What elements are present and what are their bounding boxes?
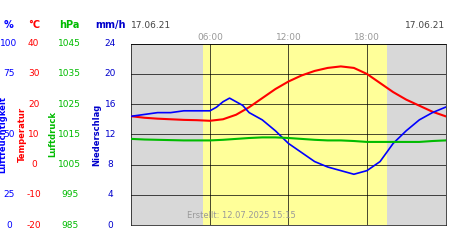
Text: 12: 12 <box>104 130 116 139</box>
Text: 20: 20 <box>104 70 116 78</box>
Text: 16: 16 <box>104 100 116 109</box>
Text: 30: 30 <box>28 70 40 78</box>
Text: 18:00: 18:00 <box>354 34 380 42</box>
Text: Temperatur: Temperatur <box>18 107 27 162</box>
Text: 0: 0 <box>108 220 113 230</box>
Text: hPa: hPa <box>59 20 80 30</box>
Text: 995: 995 <box>61 190 78 199</box>
Text: 17.06.21: 17.06.21 <box>405 21 446 30</box>
Text: 12:00: 12:00 <box>275 34 302 42</box>
Text: 985: 985 <box>61 220 78 230</box>
Text: 1025: 1025 <box>58 100 81 109</box>
Text: 1035: 1035 <box>58 70 81 78</box>
Text: 4: 4 <box>108 190 113 199</box>
Text: 17.06.21: 17.06.21 <box>131 21 171 30</box>
Text: 40: 40 <box>28 39 40 48</box>
Text: %: % <box>4 20 14 30</box>
Text: 50: 50 <box>3 130 15 139</box>
Text: Luftfeuchtigkeit: Luftfeuchtigkeit <box>0 96 7 173</box>
Text: 100: 100 <box>0 39 18 48</box>
Text: Erstellt: 12.07.2025 15:15: Erstellt: 12.07.2025 15:15 <box>187 211 296 220</box>
Text: Niederschlag: Niederschlag <box>92 103 101 166</box>
Text: 1015: 1015 <box>58 130 81 139</box>
Text: 24: 24 <box>104 39 116 48</box>
Bar <box>203 44 387 225</box>
Text: -10: -10 <box>27 190 41 199</box>
Text: 75: 75 <box>3 70 15 78</box>
Text: 0: 0 <box>6 220 12 230</box>
Text: 25: 25 <box>3 190 15 199</box>
Text: 06:00: 06:00 <box>197 34 223 42</box>
Text: 0: 0 <box>31 160 36 169</box>
Text: Luftdruck: Luftdruck <box>48 112 57 158</box>
Text: 8: 8 <box>108 160 113 169</box>
Text: mm/h: mm/h <box>95 20 126 30</box>
Text: °C: °C <box>28 20 40 30</box>
Text: 10: 10 <box>28 130 40 139</box>
Text: 1045: 1045 <box>58 39 81 48</box>
Text: -20: -20 <box>27 220 41 230</box>
Text: 1005: 1005 <box>58 160 81 169</box>
Text: 20: 20 <box>28 100 40 109</box>
